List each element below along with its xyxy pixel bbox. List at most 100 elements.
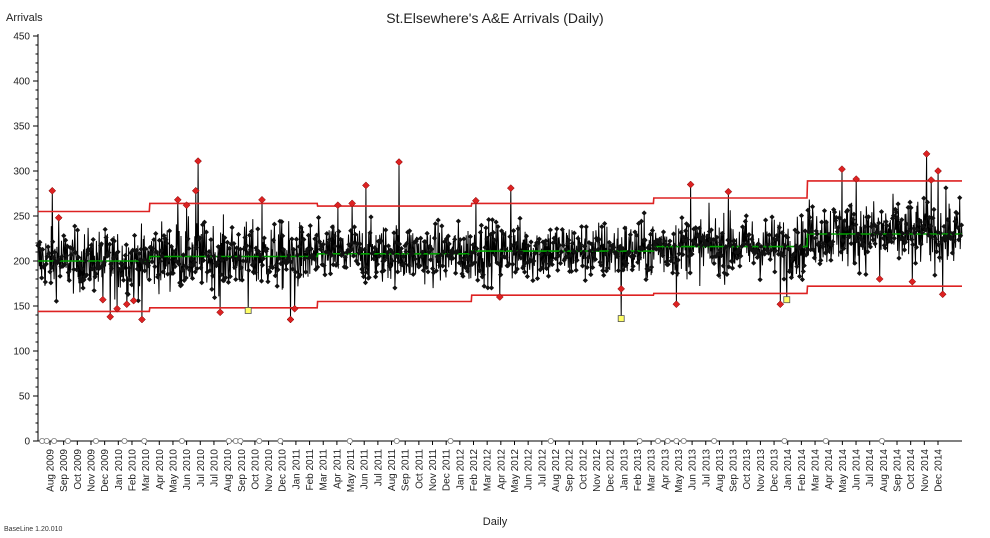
daily-point [182,263,188,269]
daily-point [851,211,857,217]
daily-point [355,261,361,267]
daily-point [108,265,115,271]
daily-point [63,253,70,259]
daily-point [193,245,199,251]
x-tick-label: Jan 2011 [291,449,302,490]
daily-point [402,243,408,249]
daily-point [820,241,827,247]
daily-point [924,199,931,205]
daily-point [464,253,470,259]
daily-point [935,242,942,248]
daily-point [351,224,358,230]
daily-point [767,256,773,262]
daily-point [448,251,454,257]
daily-point [307,223,313,229]
daily-point [166,228,173,234]
daily-point [148,250,154,256]
daily-point [150,245,156,252]
daily-point [718,252,725,259]
daily-point [859,237,865,244]
daily-point [483,225,489,231]
daily-point [127,277,133,283]
daily-point [737,263,743,269]
daily-point [674,270,680,276]
zero-point [346,437,353,444]
daily-point [621,258,627,265]
daily-point [786,268,793,275]
daily-point [342,254,348,260]
x-tick-label: Oct 2013 [742,449,753,490]
daily-point [261,235,267,241]
x-tick-label: Aug 2013 [715,449,726,492]
special-cause-point [244,307,252,314]
daily-point [931,206,937,213]
daily-point [371,256,377,262]
daily-point [899,217,905,223]
daily-point [689,251,695,257]
daily-point [397,249,404,255]
daily-point [757,277,763,283]
daily-point [890,213,897,219]
daily-point [486,217,492,223]
daily-point [390,250,396,256]
daily-point [87,246,94,252]
daily-point [768,247,774,253]
daily-point [213,262,220,269]
daily-point [560,242,566,248]
daily-point [179,267,186,273]
daily-point [535,240,542,246]
daily-point [810,247,817,253]
daily-point [749,236,755,242]
daily-point [450,255,456,261]
daily-point [834,229,840,235]
daily-point [804,247,810,253]
daily-point [914,227,920,233]
daily-point [716,272,722,278]
daily-point [659,252,666,259]
daily-point [894,215,900,221]
daily-point [398,245,404,252]
daily-point [742,218,748,224]
daily-point [676,251,682,257]
daily-point [636,255,643,261]
daily-point [903,221,909,227]
daily-point [725,237,731,243]
daily-point [665,261,671,268]
daily-point [726,264,732,270]
daily-point [223,256,230,262]
daily-point [889,239,895,245]
daily-point [290,266,296,272]
daily-point [623,262,629,269]
daily-point [921,195,927,201]
daily-point [384,254,390,260]
daily-point [329,224,335,230]
x-tick-label: Jan 2010 [114,449,125,491]
daily-point [578,241,584,248]
daily-point [129,282,135,288]
daily-point [107,241,113,247]
daily-point [814,231,820,237]
x-tick-label: Aug 2012 [551,449,562,492]
out-of-control-point [113,304,121,313]
daily-point [291,246,297,253]
daily-point [226,245,232,252]
daily-point [604,265,610,271]
daily-point [207,267,213,274]
daily-point [235,256,241,262]
daily-point [680,251,686,258]
daily-point [90,236,96,243]
daily-point [925,232,932,238]
daily-point [51,255,57,261]
daily-point [349,240,356,246]
daily-point [484,236,490,242]
daily-point [141,256,147,263]
daily-point [89,266,95,272]
daily-point [662,242,668,248]
daily-point [634,232,640,238]
out-of-control-point [258,195,266,204]
daily-point [792,227,798,233]
x-tick-label: Jun 2011 [360,449,371,490]
x-tick-label: May 2012 [510,449,521,493]
daily-point [475,277,481,283]
